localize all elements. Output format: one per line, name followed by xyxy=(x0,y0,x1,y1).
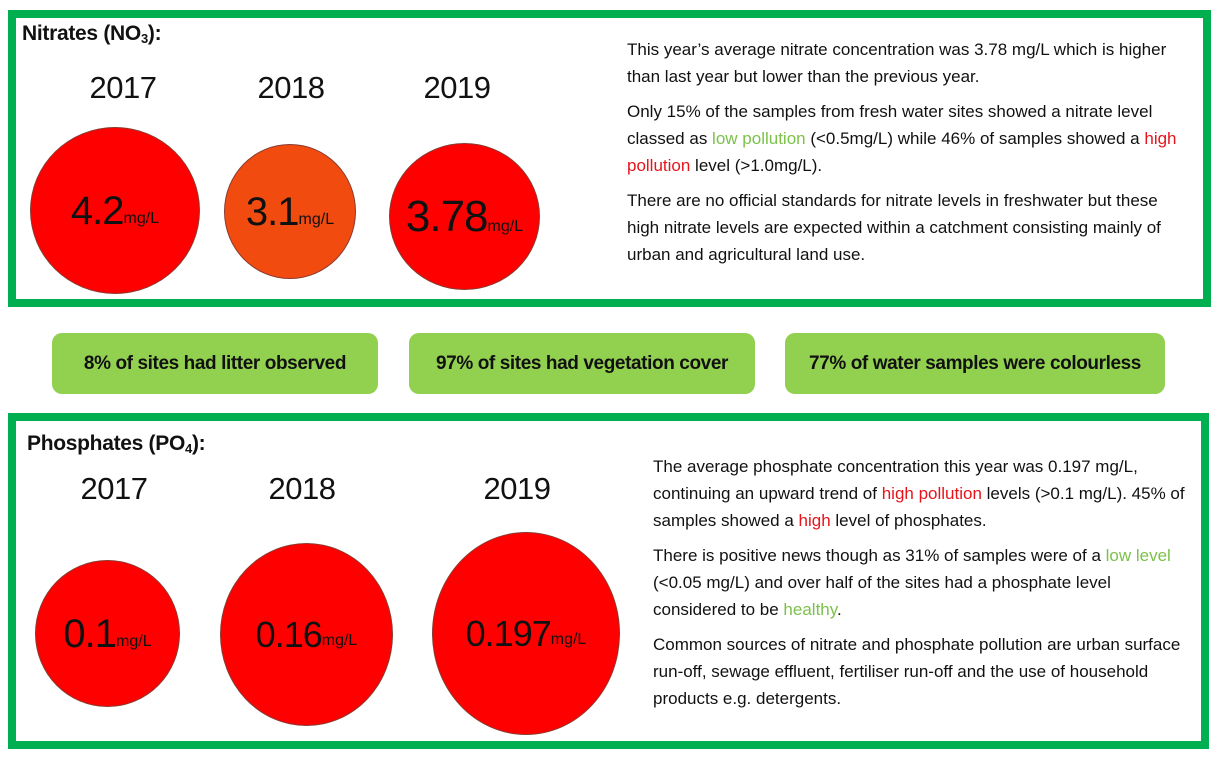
phosphate-year-2018: 2018 xyxy=(268,471,336,506)
stat-litter: 8% of sites had litter observed xyxy=(52,333,378,394)
stat-colourless: 77% of water samples were colourless xyxy=(785,333,1165,394)
phosphates-para-2: There is positive news though as 31% of … xyxy=(653,546,1171,619)
nitrates-panel xyxy=(8,10,1211,307)
stat-vegetation: 97% of sites had vegetation cover xyxy=(409,333,755,394)
phosphate-value-2017: 0.1 xyxy=(63,611,117,656)
nitrate-circle-2018: 3.1 mg/L xyxy=(224,144,356,279)
phosphates-title: Phosphates (PO4): xyxy=(27,432,206,456)
phosphate-circle-2019: 0.197 mg/L xyxy=(432,532,620,735)
phosphate-circle-2018: 0.16 mg/L xyxy=(220,543,393,726)
phosphates-para-1: The average phosphate concentration this… xyxy=(653,457,1185,530)
phosphate-value-2019: 0.197 xyxy=(465,612,552,654)
phosphates-panel xyxy=(8,413,1209,749)
phosphate-year-2019: 2019 xyxy=(483,471,551,506)
phosphates-description: The average phosphate concentration this… xyxy=(653,453,1198,720)
nitrate-year-2017: 2017 xyxy=(89,70,157,105)
phosphate-value-2018: 0.16 xyxy=(255,613,323,655)
nitrates-title: Nitrates (NO3): xyxy=(22,22,162,46)
nitrate-value-2019: 3.78 xyxy=(405,191,489,241)
nitrate-value-2018: 3.1 xyxy=(245,189,300,234)
nitrates-description: This year’s average nitrate concentratio… xyxy=(627,36,1187,276)
phosphates-para-3: Common sources of nitrate and phosphate … xyxy=(653,635,1181,708)
nitrates-para-3: There are no official standards for nitr… xyxy=(627,191,1161,264)
phosphate-year-2017: 2017 xyxy=(80,471,148,506)
phosphate-circle-2017: 0.1 mg/L xyxy=(35,560,180,707)
nitrate-value-2017: 4.2 xyxy=(70,188,125,233)
nitrate-year-2019: 2019 xyxy=(423,70,491,105)
nitrate-circle-2019: 3.78 mg/L xyxy=(389,143,540,290)
nitrate-circle-2017: 4.2 mg/L xyxy=(30,127,200,294)
nitrates-para-1: This year’s average nitrate concentratio… xyxy=(627,40,1167,86)
nitrate-year-2018: 2018 xyxy=(257,70,325,105)
nitrates-para-2: Only 15% of the samples from fresh water… xyxy=(627,102,1177,175)
